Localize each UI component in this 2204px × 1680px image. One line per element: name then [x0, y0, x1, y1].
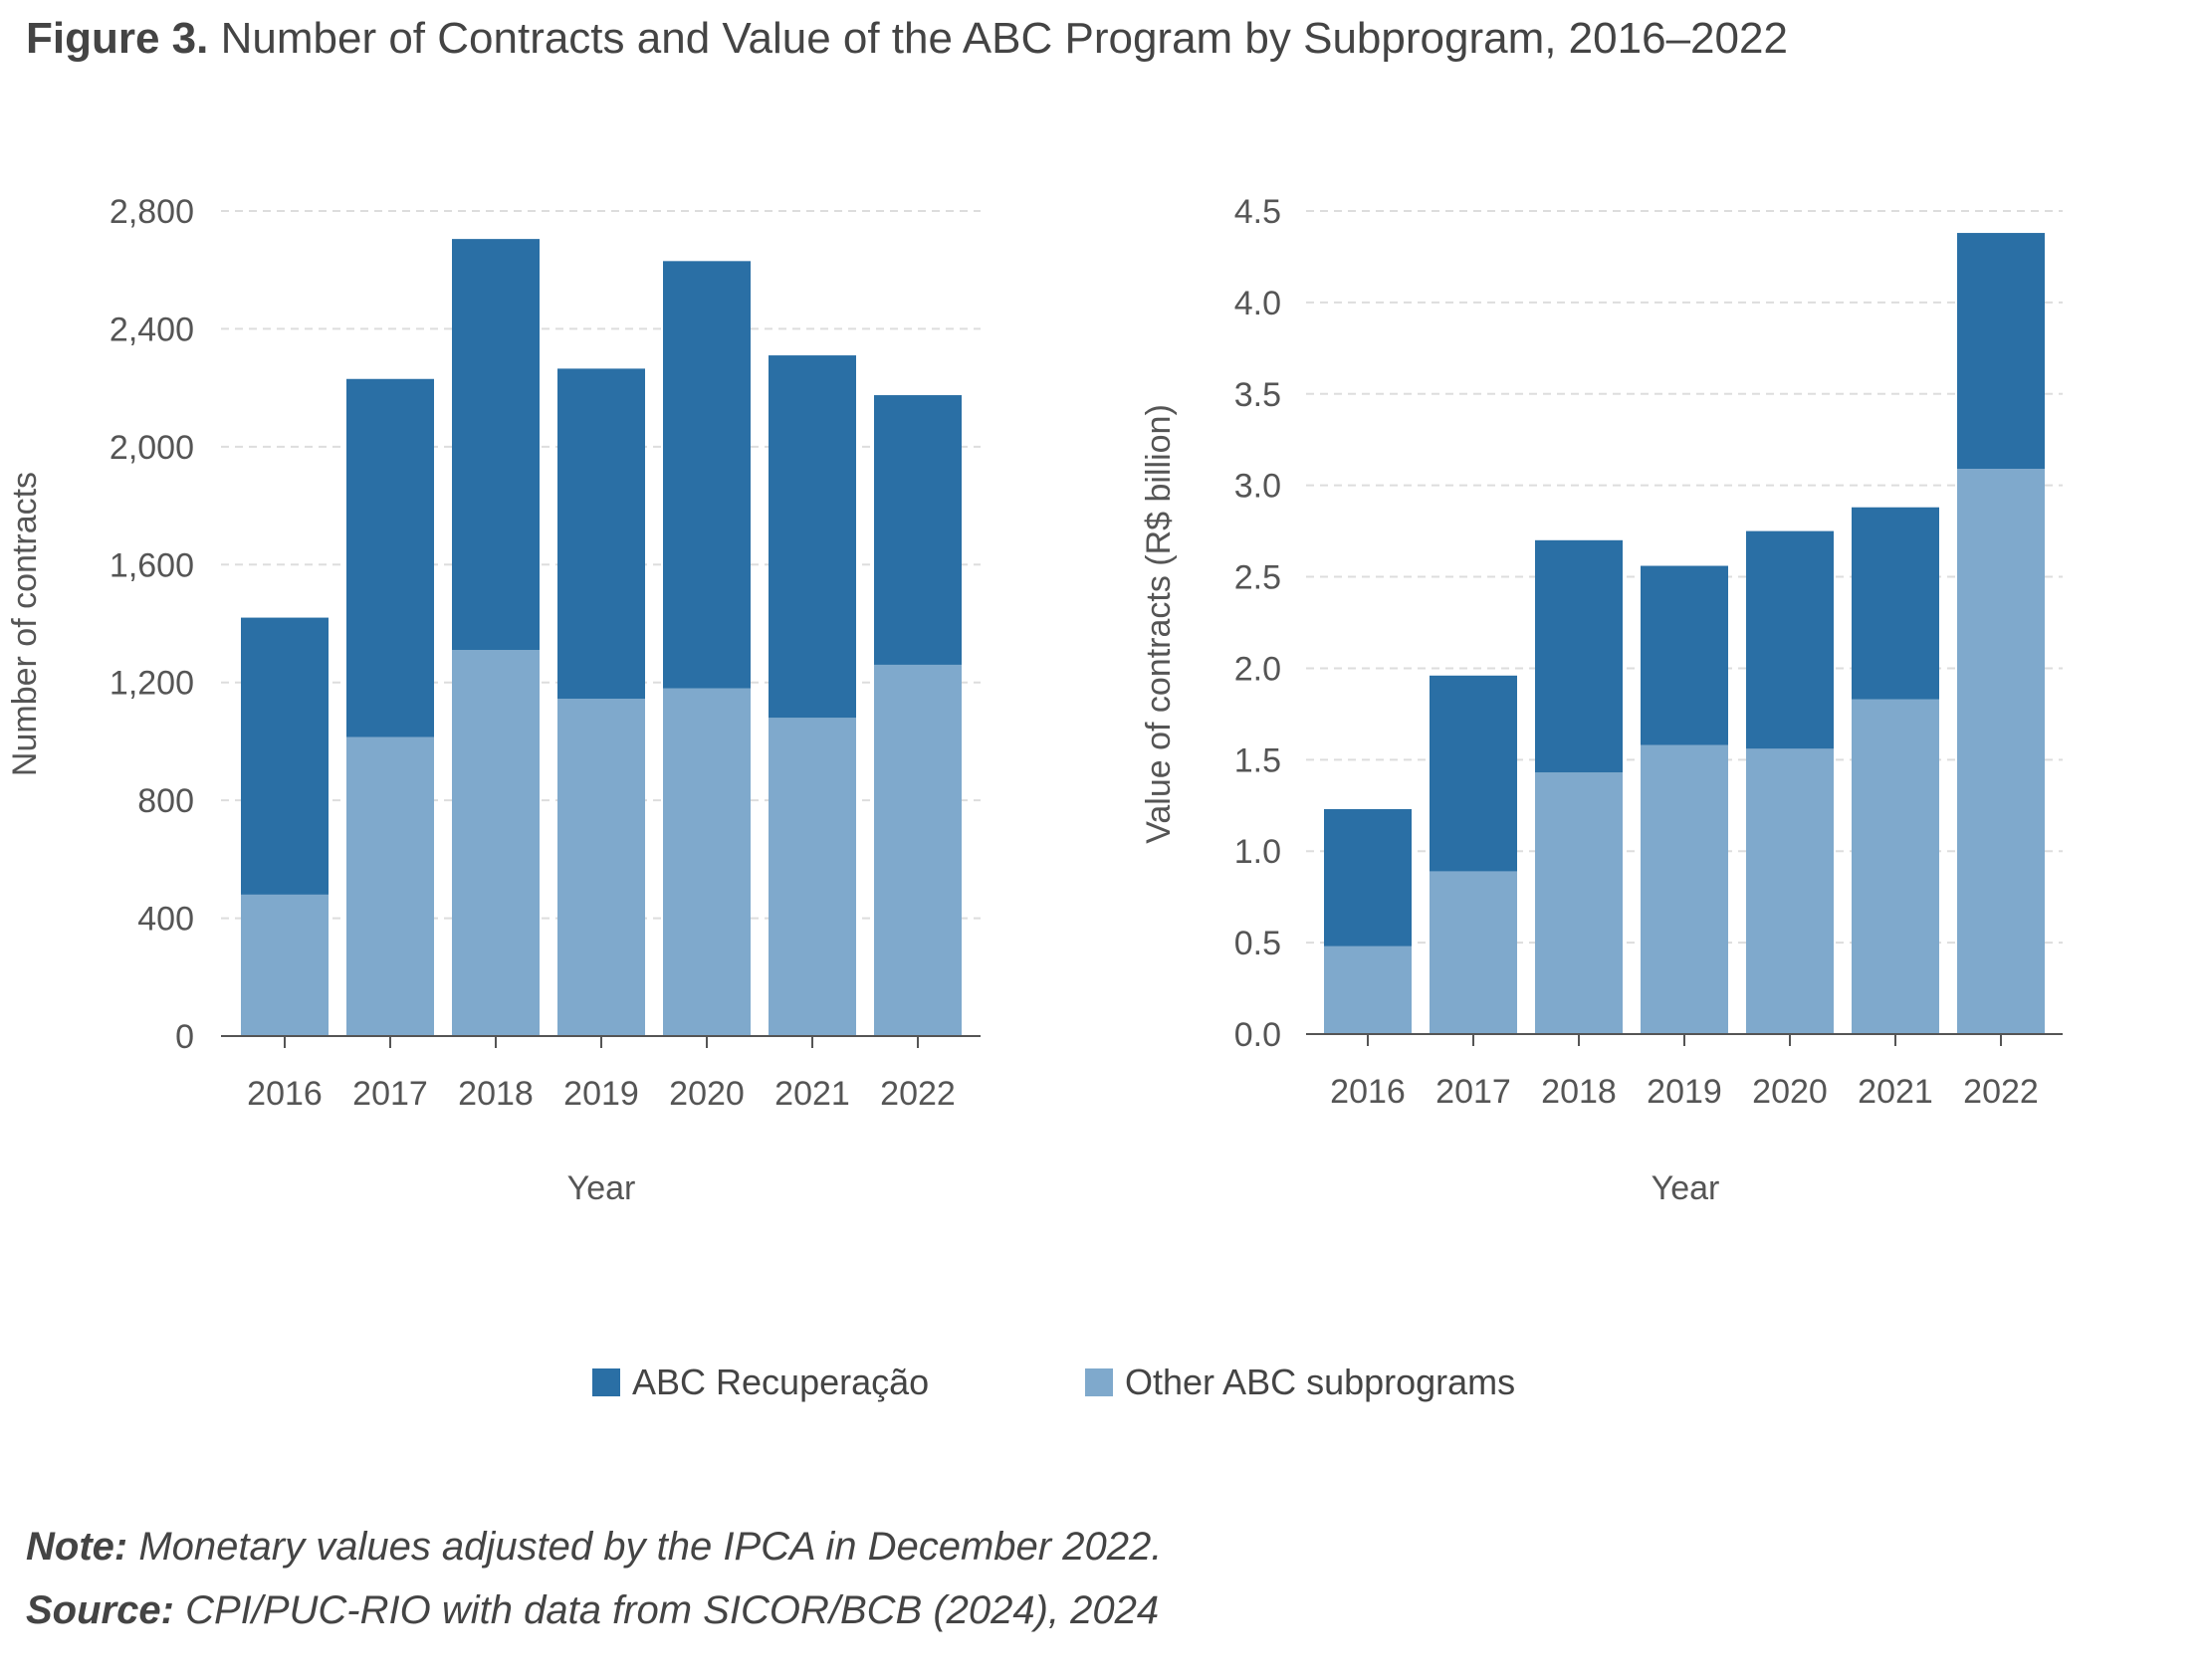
- bar-segment: [241, 894, 329, 1036]
- bar-segment: [874, 395, 962, 665]
- x-tick-label: 2020: [1752, 1073, 1828, 1111]
- figure-title-text: Number of Contracts and Value of the ABC…: [220, 14, 1788, 63]
- bar-segment: [1535, 772, 1623, 1034]
- legend-item-abc-recuperacao: ABC Recuperação: [592, 1362, 929, 1403]
- x-tick-label: 2019: [1647, 1073, 1722, 1111]
- x-axis-label: Year: [1652, 1169, 1720, 1207]
- x-tick-label: 2018: [458, 1075, 534, 1113]
- bar-segment: [1430, 675, 1517, 872]
- y-tick-label: 1.5: [1234, 741, 1281, 779]
- x-axis-label: Year: [567, 1169, 636, 1207]
- y-tick-label: 2,800: [110, 193, 194, 231]
- y-axis-label: Number of contracts: [6, 472, 44, 776]
- y-tick-label: 0.0: [1234, 1016, 1281, 1054]
- bar-segment: [346, 378, 434, 737]
- y-tick-label: 0.5: [1234, 925, 1281, 962]
- y-tick-label: 2,400: [110, 311, 194, 348]
- x-tick-label: 2018: [1541, 1073, 1617, 1111]
- legend-label-abc-recuperacao: ABC Recuperação: [632, 1362, 930, 1402]
- y-axis-label: Value of contracts (R$ billion): [1140, 404, 1178, 844]
- x-tick-label: 2021: [1858, 1073, 1933, 1111]
- bar-segment: [874, 664, 962, 1036]
- y-tick-label: 3.5: [1234, 376, 1281, 414]
- legend-swatch-other-subprograms: [1085, 1368, 1113, 1396]
- bar-segment: [1852, 507, 1939, 700]
- value-chart: 0.0 0.5 1.0 1.5 2.0 2.5 3.0 3.5 4.0 4.5 2016 2017 20…: [1140, 193, 2063, 1207]
- x-tick-label: 2019: [563, 1075, 639, 1113]
- x-tick-label: 2017: [1435, 1073, 1511, 1111]
- bar-segment: [1535, 539, 1623, 773]
- legend: ABC Recuperação Other ABC subprograms: [0, 1362, 2204, 1421]
- bar-segment: [452, 239, 540, 651]
- bar-segment: [769, 355, 856, 719]
- x-tick-label: 2020: [669, 1075, 745, 1113]
- bar-segment: [769, 718, 856, 1036]
- bar-segment: [1430, 871, 1517, 1034]
- x-tick-label: 2016: [247, 1075, 323, 1113]
- bar-segment: [1324, 808, 1412, 946]
- legend-swatch-abc-recuperacao: [592, 1368, 620, 1396]
- x-tick-label: 2021: [774, 1075, 850, 1113]
- bar-segment: [663, 688, 751, 1036]
- bar-segment: [557, 368, 645, 699]
- bar-segment: [663, 261, 751, 689]
- note-text: Monetary values adjusted by the IPCA in …: [138, 1525, 1163, 1569]
- x-tick-label: 2022: [1963, 1073, 2039, 1111]
- notes: Note: Monetary values adjusted by the IP…: [26, 1515, 1162, 1642]
- contracts-chart: 0 400 800 1,200 1,600 2,000 2,400 2,800 2016 2017…: [6, 193, 981, 1207]
- bar-segment: [1324, 945, 1412, 1034]
- bar-segment: [346, 736, 434, 1036]
- y-tick-label: 4.0: [1234, 285, 1281, 322]
- y-tick-label: 2.5: [1234, 559, 1281, 597]
- x-tick-label: 2022: [880, 1075, 956, 1113]
- bar-segment: [1957, 233, 2045, 470]
- source-text: CPI/PUC-RIO with data from SICOR/BCB (20…: [185, 1588, 1160, 1632]
- y-tick-label: 400: [137, 901, 194, 939]
- y-tick-label: 1,600: [110, 546, 194, 584]
- y-tick-label: 800: [137, 782, 194, 820]
- figure-title-label: Figure 3.: [26, 14, 209, 63]
- bar-segment: [1746, 530, 1834, 749]
- legend-label-other-subprograms: Other ABC subprograms: [1125, 1362, 1516, 1402]
- note-label: Note:: [26, 1525, 128, 1569]
- x-tick-label: 2016: [1330, 1073, 1406, 1111]
- y-tick-label: 1.0: [1234, 833, 1281, 871]
- legend-item-other-subprograms: Other ABC subprograms: [1085, 1362, 1515, 1403]
- y-tick-label: 3.0: [1234, 468, 1281, 506]
- x-tick-label: 2017: [352, 1075, 428, 1113]
- source-label: Source:: [26, 1588, 174, 1632]
- y-tick-label: 4.5: [1234, 193, 1281, 231]
- bar-segment: [1746, 748, 1834, 1034]
- bar-segment: [1641, 565, 1728, 745]
- bar-segment: [452, 650, 540, 1036]
- note-line: Note: Monetary values adjusted by the IP…: [26, 1515, 1162, 1578]
- bar-segment: [1641, 744, 1728, 1034]
- source-line: Source: CPI/PUC-RIO with data from SICOR…: [26, 1578, 1162, 1642]
- bar-segment: [1957, 469, 2045, 1034]
- y-tick-label: 2.0: [1234, 650, 1281, 688]
- y-tick-label: 0: [175, 1018, 194, 1056]
- bar-segment: [241, 617, 329, 895]
- bar-segment: [1852, 699, 1939, 1034]
- y-tick-label: 1,200: [110, 665, 194, 703]
- y-tick-label: 2,000: [110, 429, 194, 467]
- figure-title: Figure 3. Number of Contracts and Value …: [26, 14, 1788, 64]
- bar-segment: [557, 698, 645, 1036]
